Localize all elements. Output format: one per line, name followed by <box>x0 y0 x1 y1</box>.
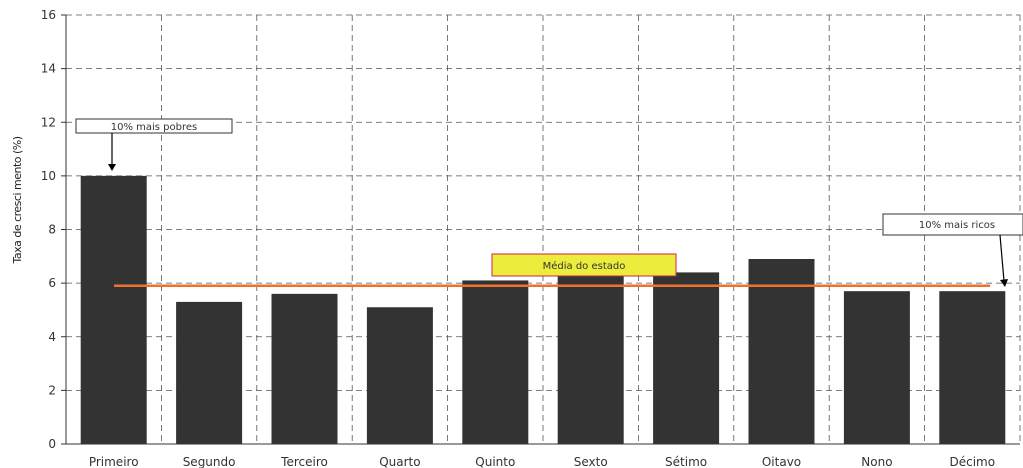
annotation-poorest-arrowhead <box>108 164 116 171</box>
x-tick-label: Nono <box>861 455 892 468</box>
x-tick-label: Terceiro <box>280 455 328 468</box>
y-tick-label: 10 <box>41 169 56 183</box>
annotation-richest-text: 10% mais ricos <box>919 220 995 231</box>
y-tick-label: 6 <box>48 276 56 290</box>
annotation-richest-box <box>882 213 1023 236</box>
bar <box>366 307 433 444</box>
annotation-richest: 10% mais ricos <box>882 213 1023 287</box>
bar <box>176 301 243 444</box>
y-tick-label: 14 <box>41 62 56 76</box>
bar <box>80 175 147 444</box>
annotation-poorest: 10% mais pobres <box>75 118 233 171</box>
bar <box>462 280 529 444</box>
x-tick-label: Décimo <box>950 455 996 468</box>
annotation-richest-arrow <box>999 234 1005 282</box>
y-tick-label: 16 <box>41 8 56 22</box>
annotation-poorest-box <box>75 118 233 134</box>
bars <box>80 175 1006 444</box>
annotation-richest-arrowhead <box>1000 279 1008 287</box>
y-tick-label: 4 <box>48 330 56 344</box>
bar <box>843 291 910 444</box>
y-tick-label: 2 <box>48 383 56 397</box>
x-tick-label: Sexto <box>574 455 608 468</box>
x-tick-label: Sétimo <box>665 455 707 468</box>
x-tick-label: Oitavo <box>762 455 801 468</box>
state-average-label-text: Média do estado <box>543 260 626 272</box>
annotation-poorest-text: 10% mais pobres <box>111 122 198 133</box>
state-average-label-box <box>491 253 677 277</box>
bar <box>271 293 338 444</box>
bar <box>748 258 815 444</box>
x-tick-label: Quinto <box>475 455 515 468</box>
x-tick-label: Primeiro <box>89 455 139 468</box>
y-tick-label: 12 <box>41 115 56 129</box>
state-average-label: Média do estado <box>491 253 677 277</box>
y-axis-label: Taxa de cresci mento (%) <box>11 136 24 264</box>
y-tick-labels: 0 2 4 6 8 10 12 14 16 <box>41 8 56 451</box>
bar <box>557 275 624 444</box>
y-tick-label: 8 <box>48 223 56 237</box>
x-tick-label: Quarto <box>379 455 420 468</box>
y-tick-label: 0 <box>48 437 56 451</box>
x-tick-labels: Primeiro Segundo Terceiro Quarto Quinto Sexto… <box>89 455 995 468</box>
bar <box>939 291 1006 444</box>
bar <box>653 272 720 444</box>
x-tick-label: Segundo <box>183 455 236 468</box>
